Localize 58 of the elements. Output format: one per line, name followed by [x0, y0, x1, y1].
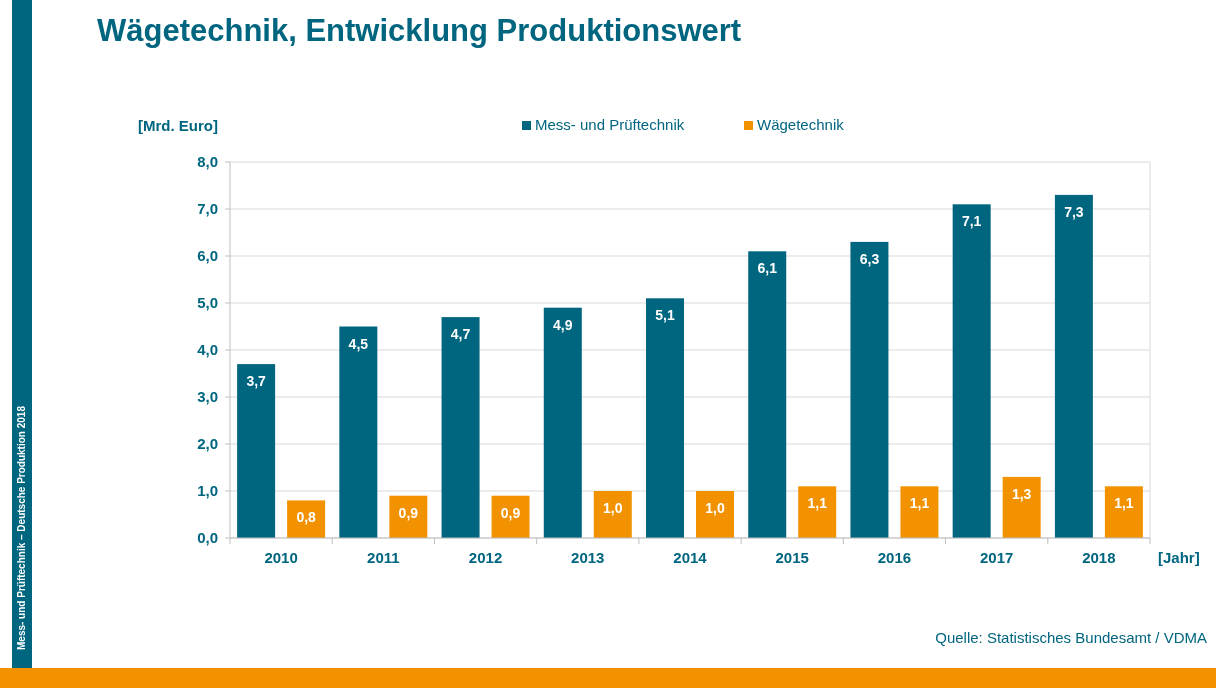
- bar: [952, 204, 991, 538]
- text: Mess- und Prüftechnik – Deutsche Produktion 2018: [16, 405, 27, 650]
- data-label: 7,3: [1064, 203, 1084, 220]
- y-tick-label: 3,0: [197, 388, 218, 406]
- data-label: 1,3: [1011, 485, 1032, 502]
- y-tick-label: 2,0: [197, 435, 218, 453]
- x-tick-label: 2017: [979, 549, 1014, 566]
- x-tick-label: 2015: [775, 549, 809, 566]
- x-tick-label: 2016: [877, 549, 912, 566]
- y-tick-label: 6,0: [197, 247, 218, 265]
- bar: [1054, 194, 1093, 538]
- data-label: 4,7: [450, 326, 471, 343]
- y-tick-label: 5,0: [197, 294, 218, 312]
- data-label: 5,1: [655, 307, 675, 324]
- data-label: 1,1: [909, 495, 930, 512]
- data-label: 0,9: [500, 504, 521, 521]
- y-tick-label: 1,0: [197, 482, 218, 500]
- x-tick-label: 2013: [571, 549, 605, 566]
- data-label: 4,9: [553, 316, 573, 333]
- bar: [1104, 486, 1143, 538]
- data-label: 6,3: [859, 250, 880, 267]
- x-tick-label: 2010: [264, 549, 298, 566]
- data-label: 0,8: [296, 509, 317, 526]
- data-label: 7,1: [961, 213, 982, 230]
- bar: [593, 491, 632, 538]
- data-label: 6,1: [757, 260, 778, 277]
- source-note: Quelle: Statistisches Bundesamt / VDMA: [935, 629, 1207, 646]
- data-label: 1,1: [807, 495, 828, 512]
- bar: [339, 326, 378, 538]
- data-label: 0,9: [398, 504, 419, 521]
- x-tick-label: 2012: [468, 549, 503, 566]
- bar: [441, 317, 480, 538]
- legend-label: Wägetechnik: [757, 116, 845, 133]
- bar: [850, 241, 889, 538]
- bar: [900, 486, 939, 538]
- bar: [237, 364, 276, 538]
- y-tick-label: 7,0: [197, 200, 218, 218]
- bar: [543, 307, 582, 538]
- bar: [696, 491, 734, 538]
- data-label: 1,0: [705, 500, 725, 516]
- bar: [748, 251, 787, 538]
- y-axis-title: [Mrd. Euro]: [138, 117, 218, 134]
- y-tick-label: 0,0: [197, 529, 218, 547]
- data-label: 1,0: [603, 500, 623, 516]
- x-tick-label: 2018: [1082, 549, 1116, 566]
- data-label: 3,7: [246, 373, 267, 390]
- y-tick-label: 4,0: [197, 341, 218, 359]
- x-tick-label: 2011: [367, 549, 400, 566]
- data-label: 1,1: [1114, 495, 1134, 512]
- bar: [1002, 476, 1041, 538]
- bar: [798, 486, 837, 538]
- data-label: 4,5: [348, 335, 369, 352]
- y-tick-label: 8,0: [197, 153, 218, 171]
- x-axis-title: [Jahr]: [1158, 549, 1200, 566]
- bar: [646, 298, 684, 538]
- legend-label: Mess- und Prüftechnik: [535, 116, 685, 133]
- x-tick-label: 2014: [673, 549, 708, 566]
- chart-title: Wägetechnik, Entwicklung Produktionswert: [97, 13, 742, 48]
